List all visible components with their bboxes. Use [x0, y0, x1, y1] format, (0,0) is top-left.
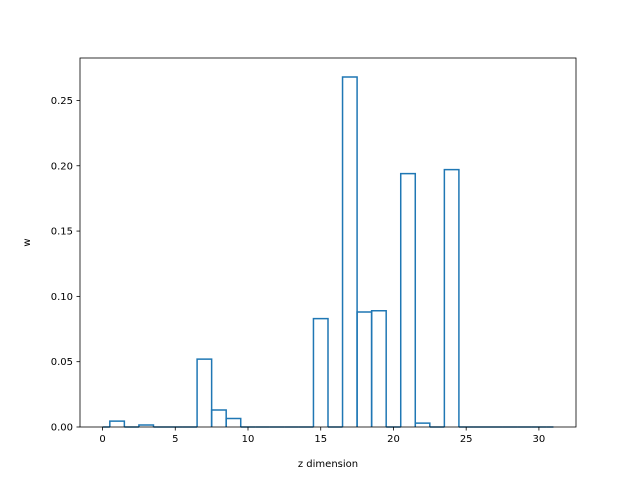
histogram-bin [443, 168, 460, 427]
y-tick-label: 0.10 [51, 292, 73, 303]
histogram-bin [138, 424, 155, 427]
y-tick-label: 0.05 [51, 357, 73, 368]
histogram-bin [341, 76, 358, 427]
y-tick-label: 0.20 [51, 161, 73, 172]
y-tick-label: 0.25 [51, 96, 73, 107]
y-tick-label: 0.15 [51, 227, 73, 238]
axes-frame [79, 57, 577, 428]
histogram-bin [370, 309, 387, 427]
x-tick-label: 30 [533, 434, 546, 445]
histogram-bin [399, 172, 417, 427]
histogram-bin [109, 420, 126, 427]
x-tick-label: 15 [314, 434, 327, 445]
x-tick-label: 0 [99, 434, 105, 445]
x-tick-label: 5 [172, 434, 178, 445]
x-tick-label: 10 [242, 434, 255, 445]
x-tick-label: 25 [460, 434, 473, 445]
histogram-bin [196, 358, 213, 427]
x-axis-label: z dimension [298, 459, 358, 470]
histogram-bin [312, 317, 329, 427]
histogram-bin [225, 417, 242, 427]
y-axis-label: w [22, 238, 33, 246]
histogram-bin [414, 422, 431, 427]
x-tick-label: 20 [387, 434, 400, 445]
y-tick-label: 0.00 [51, 423, 73, 434]
axes: z dimension w 0 5 10 15 20 25 30 0.00 0.05 0.10 0.… [22, 57, 577, 470]
